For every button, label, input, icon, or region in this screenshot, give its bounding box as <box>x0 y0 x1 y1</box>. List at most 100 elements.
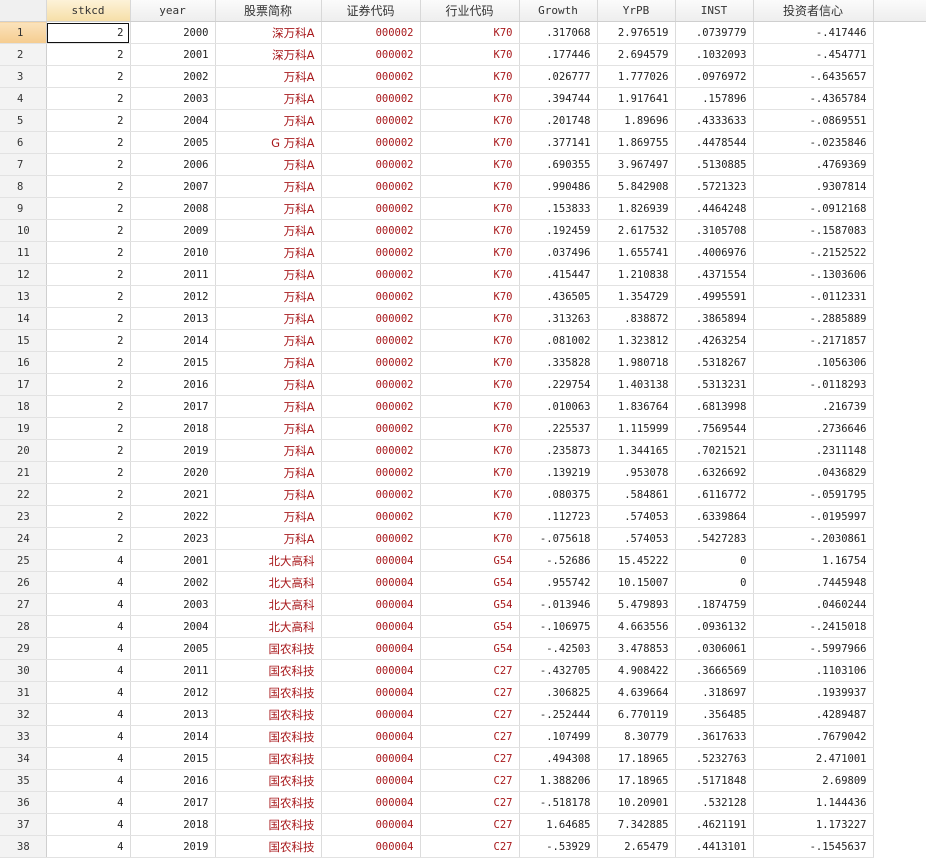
cell-inst[interactable]: .0976972 <box>675 65 754 88</box>
cell-industry-code[interactable]: G54 <box>420 549 520 572</box>
cell-yrpb[interactable]: 1.354729 <box>597 285 676 308</box>
cell-inst[interactable]: .0936132 <box>675 615 754 638</box>
table-row[interactable]: 32 4 2013 国农科技 000004 C27 -.252444 6.770119.356… <box>0 703 926 726</box>
cell-investor-confidence[interactable]: .1939937 <box>753 681 874 704</box>
cell-industry-code[interactable]: K70 <box>420 351 520 374</box>
cell-security-code[interactable]: 000002 <box>321 43 421 66</box>
cell-security-code[interactable]: 000004 <box>321 703 421 726</box>
cell-investor-confidence[interactable]: 1.16754 <box>753 549 874 572</box>
cell-inst[interactable]: .1032093 <box>675 43 754 66</box>
row-number[interactable]: 38 <box>0 835 47 858</box>
cell-year[interactable]: 2017 <box>130 395 216 418</box>
row-number[interactable]: 35 <box>0 769 47 792</box>
cell-growth[interactable]: -.432705 <box>519 659 598 682</box>
row-number[interactable]: 27 <box>0 593 47 616</box>
cell-inst[interactable]: .5232763 <box>675 747 754 770</box>
cell-inst[interactable]: .3666569 <box>675 659 754 682</box>
cell-stock-name[interactable]: 万科A <box>215 219 322 242</box>
row-number[interactable]: 14 <box>0 307 47 330</box>
cell-growth[interactable]: .225537 <box>519 417 598 440</box>
cell-year[interactable]: 2007 <box>130 175 216 198</box>
cell-industry-code[interactable]: K70 <box>420 197 520 220</box>
cell-security-code[interactable]: 000002 <box>321 439 421 462</box>
cell-stock-name[interactable]: 国农科技 <box>215 835 322 858</box>
cell-industry-code[interactable]: K70 <box>420 417 520 440</box>
cell-inst[interactable]: .6326692 <box>675 461 754 484</box>
cell-year[interactable]: 2021 <box>130 483 216 506</box>
cell-year[interactable]: 2020 <box>130 461 216 484</box>
cell-inst[interactable]: 0 <box>675 549 754 572</box>
table-row[interactable]: 8 2 2007 万科A 000002 K70.990486 5.842908.572132… <box>0 175 926 198</box>
cell-stock-name[interactable]: 国农科技 <box>215 637 322 660</box>
cell-investor-confidence[interactable]: -.0591795 <box>753 483 874 506</box>
cell-growth[interactable]: .229754 <box>519 373 598 396</box>
cell-inst[interactable]: .5313231 <box>675 373 754 396</box>
cell-yrpb[interactable]: 3.478853 <box>597 637 676 660</box>
cell-year[interactable]: 2014 <box>130 725 216 748</box>
cell-yrpb[interactable]: 4.639664 <box>597 681 676 704</box>
cell-yrpb[interactable]: 2.65479 <box>597 835 676 858</box>
column-header-growth[interactable]: Growth <box>519 0 598 22</box>
cell-growth[interactable]: .436505 <box>519 285 598 308</box>
column-header-security-code[interactable]: 证券代码 <box>321 0 421 22</box>
cell-yrpb[interactable]: .838872 <box>597 307 676 330</box>
cell-yrpb[interactable]: 7.342885 <box>597 813 676 836</box>
cell-yrpb[interactable]: 1.323812 <box>597 329 676 352</box>
cell-yrpb[interactable]: 1.210838 <box>597 263 676 286</box>
row-number[interactable]: 1 <box>0 21 47 44</box>
cell-industry-code[interactable]: C27 <box>420 791 520 814</box>
cell-yrpb[interactable]: .584861 <box>597 483 676 506</box>
cell-security-code[interactable]: 000004 <box>321 571 421 594</box>
cell-year[interactable]: 2012 <box>130 285 216 308</box>
cell-investor-confidence[interactable]: -.417446 <box>753 21 874 44</box>
cell-growth[interactable]: .317068 <box>519 21 598 44</box>
table-row[interactable]: 15 2 2014 万科A 000002 K70.081002 1.323812.42632… <box>0 329 926 352</box>
cell-stock-name[interactable]: 万科A <box>215 505 322 528</box>
cell-stkcd[interactable]: 2 <box>46 109 131 132</box>
cell-year[interactable]: 2005 <box>130 131 216 154</box>
cell-stock-name[interactable]: 国农科技 <box>215 725 322 748</box>
cell-inst[interactable]: .4371554 <box>675 263 754 286</box>
cell-year[interactable]: 2004 <box>130 615 216 638</box>
cell-stock-name[interactable]: 万科A <box>215 483 322 506</box>
cell-stkcd[interactable]: 2 <box>46 439 131 462</box>
cell-industry-code[interactable]: K70 <box>420 21 520 44</box>
cell-year[interactable]: 2023 <box>130 527 216 550</box>
cell-stock-name[interactable]: 北大高科 <box>215 615 322 638</box>
cell-industry-code[interactable]: C27 <box>420 703 520 726</box>
cell-growth[interactable]: -.075618 <box>519 527 598 550</box>
cell-growth[interactable]: .026777 <box>519 65 598 88</box>
cell-security-code[interactable]: 000002 <box>321 307 421 330</box>
cell-security-code[interactable]: 000002 <box>321 87 421 110</box>
cell-growth[interactable]: -.252444 <box>519 703 598 726</box>
cell-yrpb[interactable]: 2.617532 <box>597 219 676 242</box>
cell-industry-code[interactable]: K70 <box>420 307 520 330</box>
cell-growth[interactable]: .955742 <box>519 571 598 594</box>
cell-stock-name[interactable]: 国农科技 <box>215 791 322 814</box>
cell-investor-confidence[interactable]: -.5997966 <box>753 637 874 660</box>
table-row[interactable]: 19 2 2018 万科A 000002 K70.225537 1.115999.75695… <box>0 417 926 440</box>
table-row[interactable]: 4 2 2003 万科A 000002 K70.394744 1.917641.157896… <box>0 87 926 110</box>
cell-stkcd[interactable]: 4 <box>46 615 131 638</box>
cell-industry-code[interactable]: K70 <box>420 175 520 198</box>
cell-yrpb[interactable]: 5.479893 <box>597 593 676 616</box>
cell-investor-confidence[interactable]: -.4365784 <box>753 87 874 110</box>
cell-yrpb[interactable]: 17.18965 <box>597 747 676 770</box>
cell-industry-code[interactable]: K70 <box>420 43 520 66</box>
cell-security-code[interactable]: 000002 <box>321 175 421 198</box>
cell-industry-code[interactable]: G54 <box>420 571 520 594</box>
cell-inst[interactable]: .3865894 <box>675 307 754 330</box>
cell-yrpb[interactable]: 2.694579 <box>597 43 676 66</box>
table-row[interactable]: 16 2 2015 万科A 000002 K70.335828 1.980718.53182… <box>0 351 926 374</box>
cell-stock-name[interactable]: 国农科技 <box>215 703 322 726</box>
cell-stkcd[interactable]: 2 <box>46 65 131 88</box>
table-row[interactable]: 22 2 2021 万科A 000002 K70.080375.584861.611677… <box>0 483 926 506</box>
cell-stock-name[interactable]: 万科A <box>215 263 322 286</box>
cell-year[interactable]: 2015 <box>130 351 216 374</box>
cell-stock-name[interactable]: 万科A <box>215 87 322 110</box>
row-number[interactable]: 6 <box>0 131 47 154</box>
cell-security-code[interactable]: 000002 <box>321 527 421 550</box>
cell-industry-code[interactable]: K70 <box>420 505 520 528</box>
cell-yrpb[interactable]: 1.836764 <box>597 395 676 418</box>
cell-inst[interactable]: .5721323 <box>675 175 754 198</box>
